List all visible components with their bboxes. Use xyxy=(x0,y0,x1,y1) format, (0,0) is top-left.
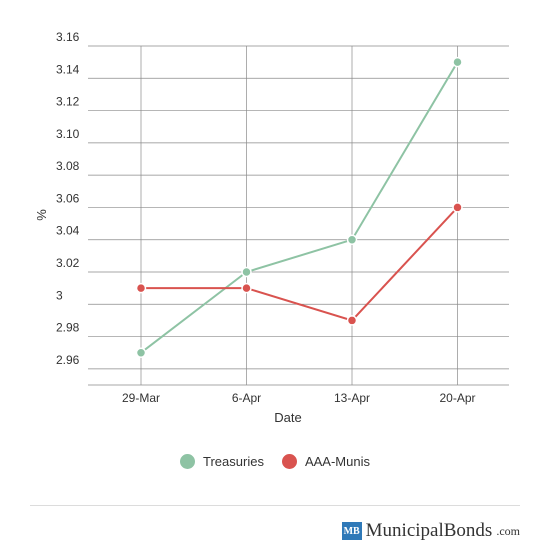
y-tick-label: 3.04 xyxy=(56,224,80,238)
legend: Treasuries AAA-Munis xyxy=(0,454,550,469)
x-tick-label: 29-Mar xyxy=(122,391,160,405)
series-line-aaa-munis xyxy=(141,206,459,322)
legend-label-treasuries: Treasuries xyxy=(203,454,264,469)
y-tick-label: 3.14 xyxy=(56,62,80,76)
y-tick-label: 2.98 xyxy=(56,321,80,335)
brand-badge: MB xyxy=(341,522,362,540)
y-tick-label: 3.08 xyxy=(56,159,80,173)
series-line-treasuries xyxy=(140,61,459,354)
x-tick-label: 13-Apr xyxy=(334,391,370,405)
brand-name: MunicipalBonds xyxy=(365,520,493,541)
data-point-treasuries[interactable] xyxy=(452,56,463,68)
brand-tld: .com xyxy=(496,523,520,538)
legend-marker-treasuries xyxy=(180,454,196,469)
y-tick-label: 3 xyxy=(56,288,63,302)
y-tick-label: 3.06 xyxy=(56,191,80,205)
line-chart: 2.96 2.98 3 3.02 3.04 3.06 3.08 3.10 3.12 3.14 3.1… xyxy=(34,30,509,425)
data-point-treasuries[interactable] xyxy=(241,266,252,278)
legend-marker-aaa-munis xyxy=(281,454,297,469)
brand-logo[interactable]: MB MunicipalBonds .com xyxy=(341,520,520,542)
footer-divider xyxy=(30,505,520,506)
x-axis-tick-labels: 29-Mar 6-Apr 13-Apr 20-Apr xyxy=(122,391,476,405)
x-tick-label: 20-Apr xyxy=(439,391,475,405)
data-point-aaa-munis[interactable] xyxy=(241,282,252,294)
y-tick-label: 3.12 xyxy=(56,95,80,109)
y-tick-label: 3.02 xyxy=(56,256,80,270)
data-point-aaa-munis[interactable] xyxy=(452,202,463,213)
data-point-aaa-munis[interactable] xyxy=(346,315,358,326)
y-axis-title: % xyxy=(34,209,49,221)
y-tick-label: 3.16 xyxy=(56,30,80,44)
y-tick-label: 2.96 xyxy=(56,353,80,367)
series-lines xyxy=(135,56,463,358)
x-axis-title: Date xyxy=(274,410,301,425)
x-tick-label: 6-Apr xyxy=(232,391,261,405)
legend-item-aaa-munis[interactable]: AAA-Munis xyxy=(281,454,370,469)
data-point-aaa-munis[interactable] xyxy=(135,282,147,294)
data-point-treasuries[interactable] xyxy=(135,347,147,358)
y-tick-label: 3.10 xyxy=(56,127,80,141)
grid xyxy=(88,45,509,386)
y-axis-tick-labels: 2.96 2.98 3 3.02 3.04 3.06 3.08 3.10 3.12 3.14 3.1… xyxy=(56,30,80,367)
data-point-treasuries[interactable] xyxy=(346,234,358,245)
legend-item-treasuries[interactable]: Treasuries xyxy=(180,454,264,469)
legend-label-aaa-munis: AAA-Munis xyxy=(304,454,370,469)
